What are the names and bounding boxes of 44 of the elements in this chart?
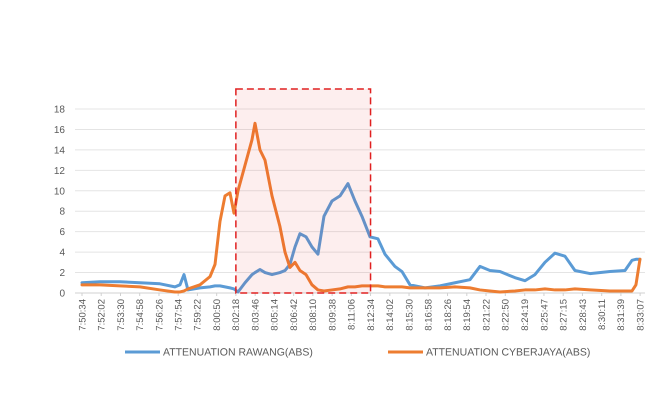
y-tick-label: 12 — [54, 166, 66, 177]
x-tick-label: 8:16:58 — [424, 299, 435, 331]
y-tick-label: 6 — [59, 227, 66, 238]
x-tick-label: 7:50:34 — [77, 299, 88, 331]
y-tick-label: 18 — [54, 104, 66, 116]
x-tick-label: 8:12:34 — [366, 299, 377, 331]
y-tick-label: 10 — [54, 186, 66, 198]
y-tick-label: 8 — [59, 206, 66, 218]
y-tick-label: 16 — [54, 124, 66, 136]
x-tick-label: 8:11:06 — [346, 299, 358, 330]
line-series — [80, 122, 642, 294]
y-tick-label: 14 — [54, 145, 66, 156]
x-tick-label: 8:25:47 — [539, 299, 550, 331]
legend-label: ATTENUATION RAWANG(ABS) — [163, 346, 313, 359]
x-tick-label: 8:31:39 — [616, 299, 628, 331]
x-tick-label: 8:33:07 — [635, 299, 646, 331]
x-tick-label: 8:28:43 — [578, 299, 589, 331]
x-tick-label: 8:24:19 — [520, 299, 532, 331]
x-tick-label: 8:05:14 — [270, 299, 281, 331]
y-tick-label: 4 — [59, 248, 66, 259]
x-tick-label: 7:59:22 — [192, 299, 204, 331]
x-tick-label: 7:54:58 — [135, 299, 146, 331]
x-tick-label: 8:02:18 — [231, 299, 242, 331]
x-tick-label: 8:18:26 — [442, 299, 454, 331]
x-tick-label: 7:52:02 — [96, 299, 108, 331]
x-tick-label: 8:08:10 — [308, 299, 320, 331]
x-tick-label: 8:27:15 — [558, 299, 570, 331]
x-tick-label: 8:22:50 — [500, 299, 512, 331]
x-tick-label: 8:09:38 — [327, 299, 338, 331]
x-tick-label: 7:57:54 — [174, 299, 185, 331]
x-tick-label: 8:03:46 — [250, 299, 262, 331]
x-tick-label: 8:14:02 — [385, 299, 396, 331]
x-tick-label: 8:19:54 — [462, 299, 474, 331]
x-tick-label: 7:53:30 — [116, 299, 127, 331]
line-series — [80, 182, 642, 294]
x-tick-label: 8:00:50 — [212, 299, 223, 331]
x-tick-label: 7:56:26 — [154, 299, 166, 331]
x-tick-label: 8:15:30 — [404, 299, 416, 331]
x-tick-label: 8:06:42 — [288, 299, 300, 331]
y-tick-label: 2 — [59, 268, 66, 280]
x-tick-label: 8:30:11 — [597, 299, 608, 330]
x-tick-label: 8:21:22 — [481, 299, 492, 331]
legend-label: ATTENUATION CYBERJAYA(ABS) — [426, 346, 590, 359]
y-tick-label: 0 — [59, 288, 66, 300]
